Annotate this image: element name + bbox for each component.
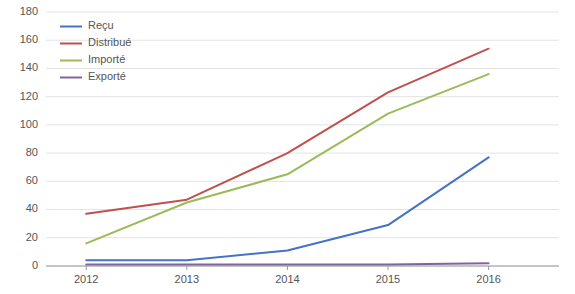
series-line — [86, 49, 488, 214]
x-axis-line — [46, 266, 559, 267]
x-tick-label: 2012 — [74, 273, 98, 285]
series-line — [86, 157, 488, 260]
x-tick — [86, 266, 87, 270]
series-line — [86, 263, 488, 264]
y-tick-label: 60 — [26, 174, 38, 186]
y-tick-label: 160 — [20, 33, 38, 45]
y-tick-label: 40 — [26, 202, 38, 214]
grid-line — [46, 96, 559, 97]
chart-svg: 0 20 40 60 80 100 120 140 160 180 2012 2013 2014 2015… — [0, 0, 575, 294]
x-tick — [488, 266, 489, 270]
legend-swatch — [60, 26, 82, 28]
y-tick-label: 100 — [20, 118, 38, 130]
x-tick-label: 2013 — [175, 273, 199, 285]
grid-line — [46, 237, 559, 238]
legend-label: Distribué — [88, 36, 131, 48]
y-tick-label: 180 — [20, 5, 38, 17]
x-tick — [186, 266, 187, 270]
chart-container: 0 20 40 60 80 100 120 140 160 180 2012 2013 2014 2015… — [0, 0, 575, 294]
legend-label: Exporté — [88, 70, 126, 82]
plot-area — [86, 49, 488, 265]
legend-swatch — [60, 77, 82, 79]
grid-line — [46, 124, 559, 125]
y-tick-label: 140 — [20, 61, 38, 73]
x-tick-label: 2016 — [476, 273, 500, 285]
grid-line — [46, 12, 559, 13]
series-line — [86, 74, 488, 243]
legend-swatch — [60, 43, 82, 45]
y-tick-label: 120 — [20, 90, 38, 102]
x-axis: 2012 2013 2014 2015 2016 — [46, 266, 559, 285]
grid-line — [46, 266, 559, 267]
legend-label: Reçu — [88, 19, 114, 31]
legend-label: Importé — [88, 53, 125, 65]
grid-line — [46, 181, 559, 182]
y-tick-label: 20 — [26, 231, 38, 243]
x-tick — [388, 266, 389, 270]
legend: Reçu Distribué Importé Exporté — [60, 19, 131, 82]
y-tick-label: 80 — [26, 146, 38, 158]
legend-swatch — [60, 60, 82, 62]
x-tick-label: 2014 — [275, 273, 299, 285]
x-tick-label: 2015 — [376, 273, 400, 285]
y-axis: 0 20 40 60 80 100 120 140 160 180 — [20, 5, 559, 271]
grid-line — [46, 68, 559, 69]
grid-line — [46, 153, 559, 154]
x-tick — [287, 266, 288, 270]
y-tick-label: 0 — [32, 259, 38, 271]
